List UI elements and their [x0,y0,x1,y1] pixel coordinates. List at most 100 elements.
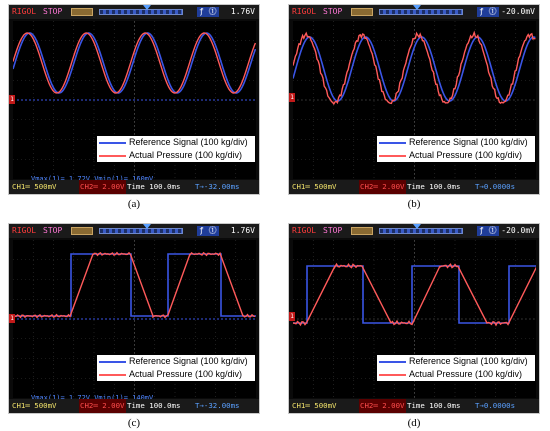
memory-depth-icon [71,8,93,16]
run-status: STOP [323,226,343,235]
brand-label: RIGOL [292,226,317,235]
trigger-offset: T→0.0000s [475,182,516,191]
legend: Reference Signal (100 kg/div) Actual Pre… [377,355,535,381]
actual-trace [13,251,256,319]
ch1-scale: CH1═ 500mV [292,401,337,410]
waveform-svg [293,21,536,179]
trigger-edge-icon: ƒ ⓵ [197,7,219,17]
legend-actual-label: Actual Pressure (100 kg/div) [129,150,243,160]
waveform-position-bar [379,9,463,15]
run-status: STOP [43,7,63,16]
scope-panel-c: RIGOL STOP ƒ ⓵ 1.76V Reference Signal (1… [8,223,260,414]
legend-actual: Actual Pressure (100 kg/div) [97,149,255,162]
memory-depth-icon [71,227,93,235]
timebase: Time 100.0ms [127,182,181,191]
run-status: STOP [43,226,63,235]
legend-actual: Actual Pressure (100 kg/div) [377,368,535,381]
waveform-area: Reference Signal (100 kg/div) Actual Pre… [293,21,536,179]
actual-trace [293,262,536,327]
ch1-marker-icon: 1 [9,314,15,323]
trigger-position-marker-icon [413,224,421,229]
trigger-level: -20.0mV [501,7,535,16]
trigger-edge-icon: ƒ ⓵ [477,226,499,236]
timebase: Time 100.0ms [407,401,461,410]
scope-panel-a: RIGOL STOP ƒ ⓵ 1.76V Reference Signal (1… [8,4,260,195]
scope-top-bar: RIGOL STOP ƒ ⓵ 1.76V [9,5,259,19]
ch2-scale: CH2═ 2.00V [79,399,126,413]
trigger-level: 1.76V [230,226,255,235]
caption-c: (c) [127,417,141,429]
actual-trace [293,30,536,106]
legend: Reference Signal (100 kg/div) Actual Pre… [97,355,255,381]
legend-actual-label: Actual Pressure (100 kg/div) [409,369,523,379]
legend-actual: Actual Pressure (100 kg/div) [97,368,255,381]
scope-bottom-bar: CH1═ 500mV CH2═ 2.00V Time 100.0ms T→0.0… [289,399,539,413]
ch1-scale: CH1═ 500mV [12,401,57,410]
scope-panel-b: RIGOL STOP ƒ ⓵ -20.0mV Reference Signal … [288,4,540,195]
memory-depth-icon [351,227,373,235]
trigger-offset: T→0.0000s [475,401,516,410]
reference-trace [13,253,256,317]
scope-bottom-bar: CH1═ 500mV CH2═ 2.00V Time 100.0ms T→-32… [9,180,259,194]
legend-actual-label: Actual Pressure (100 kg/div) [129,369,243,379]
caption-d: (d) [407,417,421,429]
measurement-readout: Vmax(1)= 1.72V Vmin(1)= 140mV [31,394,154,402]
measurement-readout: Vmax(1)= 1.72V Vmin(1)= 160mV [31,175,154,183]
trigger-edge-icon: ƒ ⓵ [197,226,219,236]
legend-reference-label: Reference Signal (100 kg/div) [129,137,248,147]
trigger-edge-icon: ƒ ⓵ [477,7,499,17]
legend-reference: Reference Signal (100 kg/div) [97,355,255,368]
scope-bottom-bar: CH1═ 500mV CH2═ 2.00V Time 100.0ms T→0.0… [289,180,539,194]
trigger-level: 1.76V [230,7,255,16]
legend-reference-label: Reference Signal (100 kg/div) [409,137,528,147]
actual-trace [13,32,256,94]
reference-trace [13,32,256,94]
brand-label: RIGOL [292,7,317,16]
trigger-offset: T→-32.00ms [195,182,240,191]
reference-trace [293,265,536,324]
trigger-position-marker-icon [143,5,151,10]
ch2-scale: CH2═ 2.00V [359,180,406,194]
caption-b: (b) [407,198,421,210]
legend-actual-label: Actual Pressure (100 kg/div) [409,150,523,160]
waveform-svg [293,240,536,398]
scope-bottom-bar: CH1═ 500mV CH2═ 2.00V Time 100.0ms T→-32… [9,399,259,413]
ch1-marker-icon: 1 [289,312,295,321]
waveform-area: Reference Signal (100 kg/div) Actual Pre… [293,240,536,398]
waveform-position-bar [99,9,183,15]
timebase: Time 100.0ms [127,401,181,410]
legend: Reference Signal (100 kg/div) Actual Pre… [97,136,255,162]
scope-panel-d: RIGOL STOP ƒ ⓵ -20.0mV Reference Signal … [288,223,540,414]
memory-depth-icon [351,8,373,16]
legend-reference: Reference Signal (100 kg/div) [97,136,255,149]
timebase: Time 100.0ms [407,182,461,191]
brand-label: RIGOL [12,7,37,16]
trigger-offset: T→-32.00ms [195,401,240,410]
waveform-svg [13,240,256,398]
brand-label: RIGOL [12,226,37,235]
legend-reference: Reference Signal (100 kg/div) [377,136,535,149]
ch1-scale: CH1═ 500mV [292,182,337,191]
ch2-scale: CH2═ 2.00V [359,399,406,413]
ch2-scale: CH2═ 2.00V [79,180,126,194]
caption-a: (a) [127,198,141,210]
trigger-position-marker-icon [143,224,151,229]
scope-top-bar: RIGOL STOP ƒ ⓵ 1.76V [9,224,259,238]
waveform-area: Reference Signal (100 kg/div) Actual Pre… [13,21,256,183]
legend: Reference Signal (100 kg/div) Actual Pre… [377,136,535,162]
reference-trace [293,36,536,102]
waveform-position-bar [99,228,183,234]
scope-top-bar: RIGOL STOP ƒ ⓵ -20.0mV [289,5,539,19]
waveform-position-bar [379,228,463,234]
run-status: STOP [323,7,343,16]
trigger-position-marker-icon [413,5,421,10]
ch1-marker-icon: 1 [9,95,15,104]
trigger-level: -20.0mV [501,226,535,235]
legend-reference-label: Reference Signal (100 kg/div) [409,356,528,366]
legend-reference: Reference Signal (100 kg/div) [377,355,535,368]
waveform-area: Reference Signal (100 kg/div) Actual Pre… [13,240,256,402]
scope-top-bar: RIGOL STOP ƒ ⓵ -20.0mV [289,224,539,238]
waveform-svg [13,21,256,179]
ch1-scale: CH1═ 500mV [12,182,57,191]
